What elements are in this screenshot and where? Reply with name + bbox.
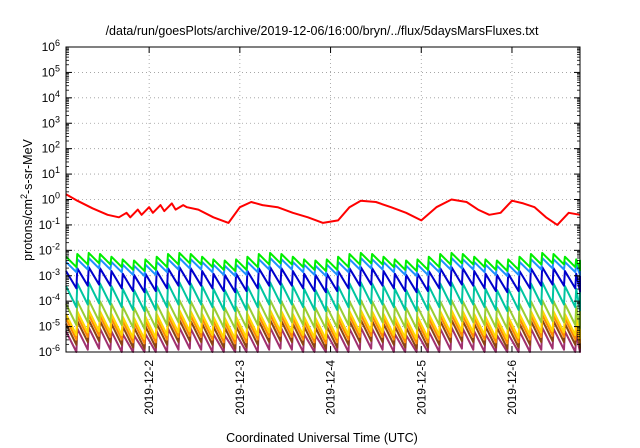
y-tick-label: 101 [42,165,60,181]
x-tick-label: 2019-12-6 [505,360,519,415]
y-tick-label: 10-5 [39,318,60,334]
series-layer [65,193,581,353]
x-tick-label: 2019-12-3 [233,360,247,415]
y-axis: 10-6 10-5 10-4 10-3 10-2 10-1 100 101 102 103 104 1… [39,38,580,359]
series-line [65,251,581,272]
series-line [65,281,581,313]
y-tick-label: 100 [42,191,60,207]
y-tick-label: 10-3 [39,267,60,283]
x-tick-label: 2019-12-2 [142,360,156,415]
y-tick-label: 105 [42,63,60,79]
y-tick-label: 104 [42,89,60,105]
y-tick-label: 10-1 [39,216,60,232]
series-line [65,299,581,330]
grid-lines [66,47,580,352]
y-tick-label: 103 [42,114,60,130]
x-tick-label: 2019-12-4 [324,360,338,415]
series-line [65,266,581,294]
series-line [65,193,581,226]
y-axis-label: protons/cm2-s-sr-MeV [19,138,35,260]
x-axis-label: Coordinated Universal Time (UTC) [226,431,418,445]
y-tick-label: 106 [42,38,60,54]
x-tick-label: 2019-12-5 [414,360,428,415]
y-tick-label: 102 [42,140,60,156]
y-tick-label: 10-2 [39,241,60,257]
y-tick-label: 10-6 [39,343,60,359]
chart-title: /data/run/goesPlots/archive/2019-12-06/1… [106,24,539,38]
x-axis: 2019-12-2 2019-12-3 2019-12-4 2019-12-5 2019… [142,47,519,415]
y-tick-label: 10-4 [39,292,60,308]
